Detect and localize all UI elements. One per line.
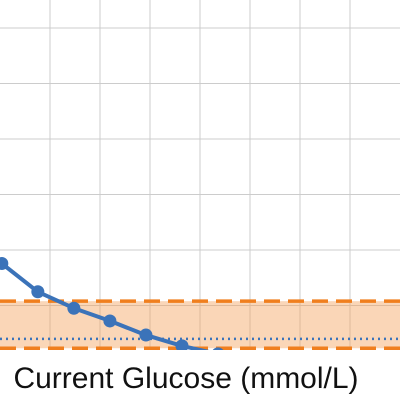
data-point bbox=[31, 285, 45, 299]
target-band bbox=[0, 299, 400, 350]
data-point bbox=[0, 257, 9, 271]
x-axis-label: Current Glucose (mmol/L) bbox=[13, 362, 358, 395]
target-band-fill bbox=[0, 301, 400, 349]
data-point bbox=[103, 314, 117, 328]
data-point bbox=[175, 339, 189, 353]
data-point bbox=[139, 328, 153, 342]
data-point bbox=[67, 301, 81, 315]
label-backdrop bbox=[0, 350, 400, 400]
